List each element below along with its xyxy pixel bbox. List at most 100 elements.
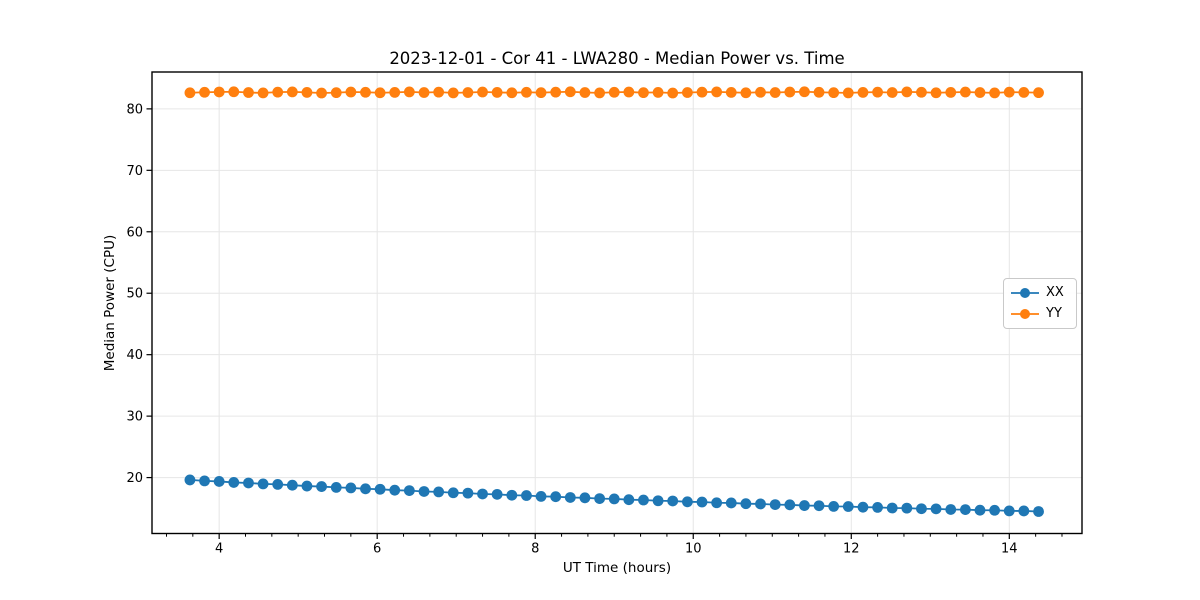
series-XX-marker bbox=[769, 499, 781, 511]
x-tick-label: 14 bbox=[1001, 541, 1018, 556]
grid-layer bbox=[152, 72, 1082, 534]
series-YY-marker bbox=[696, 86, 708, 98]
series-XX-marker bbox=[418, 486, 430, 497]
series-XX-marker bbox=[842, 501, 854, 512]
series-XX-marker bbox=[901, 502, 913, 514]
series-XX-marker bbox=[477, 488, 488, 500]
series-YY-marker bbox=[974, 87, 986, 98]
x-tick-label: 6 bbox=[373, 541, 381, 556]
series-YY-marker bbox=[491, 87, 503, 98]
series-YY-marker bbox=[799, 86, 810, 98]
series-YY-marker bbox=[257, 87, 269, 99]
series-YY-marker bbox=[535, 87, 547, 99]
series-YY-marker bbox=[857, 87, 869, 98]
series-YY-marker bbox=[842, 87, 854, 99]
series-YY-marker bbox=[1018, 87, 1030, 98]
x-tick-label: 8 bbox=[531, 541, 539, 556]
series-XX-marker bbox=[213, 476, 225, 487]
series-XX-marker bbox=[579, 492, 591, 504]
series-XX-marker bbox=[799, 500, 810, 511]
series-YY-marker bbox=[316, 87, 327, 99]
x-tick-label: 10 bbox=[685, 541, 702, 556]
series-YY-marker bbox=[769, 87, 781, 98]
series-YY-marker bbox=[594, 87, 606, 99]
series-XX bbox=[184, 474, 1044, 517]
series-YY-marker bbox=[901, 86, 913, 98]
legend-swatch-xx-icon bbox=[1011, 288, 1039, 298]
series-XX-marker bbox=[1018, 505, 1030, 517]
axes-spines bbox=[151, 71, 1083, 535]
series-XX-marker bbox=[886, 502, 898, 514]
series-XX-marker bbox=[243, 477, 254, 489]
series-YY-marker bbox=[638, 87, 649, 99]
series-XX-marker bbox=[374, 483, 386, 495]
series-XX-marker bbox=[652, 495, 664, 507]
series-XX-marker bbox=[199, 475, 210, 487]
y-tick-label: 50 bbox=[126, 287, 143, 302]
x-tick-label: 4 bbox=[215, 541, 223, 556]
legend-swatch-yy-icon bbox=[1011, 309, 1039, 319]
series-YY-marker bbox=[506, 87, 518, 99]
legend-item-xx: XX bbox=[1010, 284, 1068, 302]
series-XX-marker bbox=[872, 501, 883, 513]
series-XX-marker bbox=[535, 490, 547, 502]
series-YY-marker bbox=[272, 86, 284, 98]
series-XX-marker bbox=[594, 493, 606, 504]
series-YY-marker bbox=[725, 87, 737, 98]
legend: XX YY bbox=[1003, 278, 1077, 329]
series-YY-marker bbox=[886, 87, 898, 98]
series-XX-marker bbox=[828, 500, 840, 512]
series-YY-marker bbox=[1033, 87, 1044, 99]
series-YY-marker bbox=[989, 87, 1001, 99]
series-YY-marker bbox=[564, 86, 576, 98]
series-XX-marker bbox=[857, 501, 869, 513]
y-tick-label: 60 bbox=[126, 225, 143, 240]
series-XX-marker bbox=[638, 494, 649, 506]
series-YY-marker bbox=[184, 87, 196, 99]
series-YY-marker bbox=[286, 86, 298, 98]
series-YY-marker bbox=[360, 86, 371, 98]
series-XX-marker bbox=[521, 490, 532, 501]
legend-label-yy: YY bbox=[1046, 306, 1062, 321]
series-YY-marker bbox=[477, 86, 488, 98]
series-XX-marker bbox=[433, 486, 445, 498]
series-XX-marker bbox=[345, 482, 357, 494]
series-YY-marker bbox=[228, 86, 240, 98]
y-tick-label: 80 bbox=[126, 102, 143, 117]
series-XX-marker bbox=[696, 496, 708, 508]
series-XX-marker bbox=[389, 484, 401, 496]
series-YY-marker bbox=[521, 86, 532, 98]
series-XX-marker bbox=[682, 496, 693, 508]
series-XX-marker bbox=[945, 504, 957, 515]
series-YY-marker bbox=[374, 87, 386, 99]
series-YY-marker bbox=[301, 87, 313, 98]
series-XX-marker bbox=[330, 482, 342, 493]
series-YY-marker bbox=[945, 87, 957, 98]
series-YY-marker bbox=[433, 86, 445, 98]
y-tick-label: 70 bbox=[126, 164, 143, 179]
series-XX-marker bbox=[755, 498, 766, 510]
series-XX-marker bbox=[608, 493, 620, 505]
series-XX-marker bbox=[462, 487, 474, 499]
y-tick-label: 20 bbox=[126, 471, 143, 486]
series-XX-marker bbox=[813, 500, 825, 512]
series-XX-marker bbox=[403, 485, 415, 497]
series-YY-marker bbox=[389, 87, 401, 98]
x-tick-label: 12 bbox=[843, 541, 860, 556]
series-YY-marker bbox=[550, 86, 562, 98]
chart-title: 2023-12-01 - Cor 41 - LWA280 - Median Po… bbox=[389, 49, 845, 68]
series-YY-marker bbox=[784, 86, 796, 98]
series-YY-marker bbox=[828, 87, 840, 99]
series-YY-marker bbox=[872, 86, 883, 98]
series-YY-marker bbox=[623, 86, 635, 98]
series-YY-marker bbox=[959, 86, 971, 98]
y-tick-label: 30 bbox=[126, 410, 143, 425]
series-YY bbox=[184, 86, 1044, 99]
ticks-layer: 4 6 8 10 12 14 20 30 40 50 60 70 80 bbox=[126, 102, 1063, 556]
series-YY-marker bbox=[213, 86, 225, 98]
series-XX-marker bbox=[623, 494, 635, 506]
legend-item-yy: YY bbox=[1010, 305, 1068, 323]
series-XX-marker bbox=[301, 480, 313, 492]
